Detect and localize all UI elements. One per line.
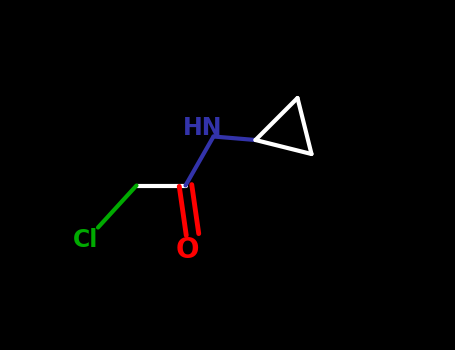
Text: O: O [176,236,199,264]
Text: HN: HN [182,116,222,140]
Text: Cl: Cl [73,228,98,252]
